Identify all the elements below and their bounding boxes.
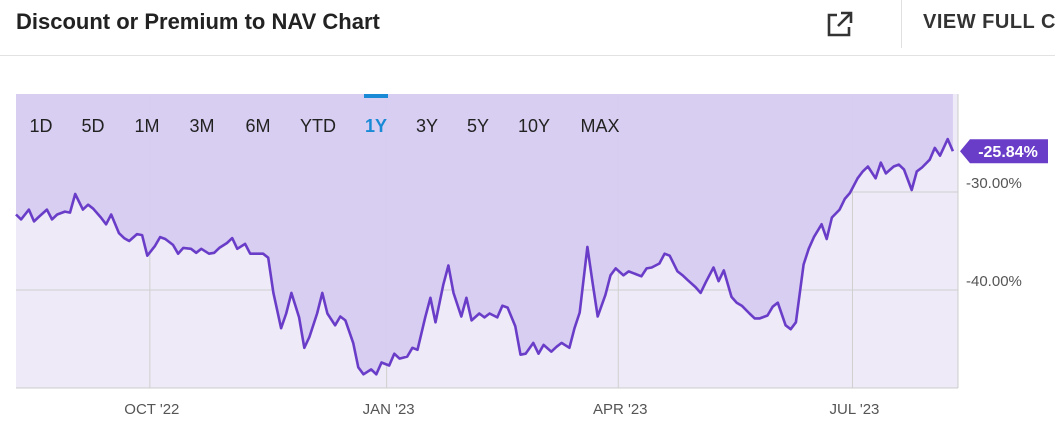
- range-active-indicator: [364, 94, 388, 98]
- external-link-button[interactable]: [822, 6, 858, 42]
- nav-discount-chart: 1D 5D 1M 3M 6M YTD 1Y 3Y 5Y 10Y MAX -30.00% -40.00%…: [15, 94, 1048, 418]
- x-tick-label: JUL '23: [830, 401, 880, 418]
- range-button-3y[interactable]: 3Y: [416, 116, 438, 136]
- chart-header: Discount or Premium to NAV Chart VIEW FU…: [0, 0, 1055, 56]
- range-label: MAX: [580, 116, 619, 136]
- view-full-chart-button[interactable]: VIEW FULL C: [923, 11, 1055, 33]
- header-divider: [901, 0, 902, 48]
- external-link-icon: [827, 11, 853, 37]
- range-label: 10Y: [518, 116, 550, 136]
- range-button-6m[interactable]: 6M: [245, 116, 270, 136]
- range-label: 5Y: [467, 116, 489, 136]
- last-value-badge-shape: [960, 139, 1048, 164]
- last-value-label: -25.84%: [978, 144, 1038, 161]
- last-value-badge: -25.84%: [960, 139, 1048, 164]
- range-button-5y[interactable]: 5Y: [467, 116, 489, 136]
- x-tick-label: OCT '22: [124, 401, 179, 418]
- range-button-10y[interactable]: 10Y: [518, 116, 550, 136]
- range-label: 6M: [245, 116, 270, 136]
- y-axis: -30.00% -40.00%: [966, 175, 1022, 290]
- range-label: 3Y: [416, 116, 438, 136]
- range-label: 5D: [81, 116, 104, 136]
- range-label: 1D: [29, 116, 52, 136]
- y-tick-label: -30.00%: [966, 175, 1022, 192]
- x-tick-label: JAN '23: [363, 401, 415, 418]
- range-selector: 1D 5D 1M 3M 6M YTD 1Y 3Y 5Y 10Y MAX: [29, 94, 620, 136]
- range-label: 1Y: [365, 116, 387, 136]
- range-button-3m[interactable]: 3M: [189, 116, 214, 136]
- series-area: [16, 94, 953, 375]
- range-button-1y[interactable]: 1Y: [364, 94, 388, 136]
- range-button-max[interactable]: MAX: [580, 116, 619, 136]
- y-tick-label: -40.00%: [966, 273, 1022, 290]
- range-label: 1M: [134, 116, 159, 136]
- series-line: [15, 137, 955, 376]
- range-button-ytd[interactable]: YTD: [300, 116, 336, 136]
- range-label: YTD: [300, 116, 336, 136]
- page-title: Discount or Premium to NAV Chart: [16, 9, 380, 34]
- range-label: 3M: [189, 116, 214, 136]
- x-tick-label: APR '23: [593, 401, 648, 418]
- range-button-1d[interactable]: 1D: [29, 116, 52, 136]
- x-axis: OCT '22 JAN '23 APR '23 JUL '23: [124, 401, 879, 418]
- range-button-1m[interactable]: 1M: [134, 116, 159, 136]
- range-button-5d[interactable]: 5D: [81, 116, 104, 136]
